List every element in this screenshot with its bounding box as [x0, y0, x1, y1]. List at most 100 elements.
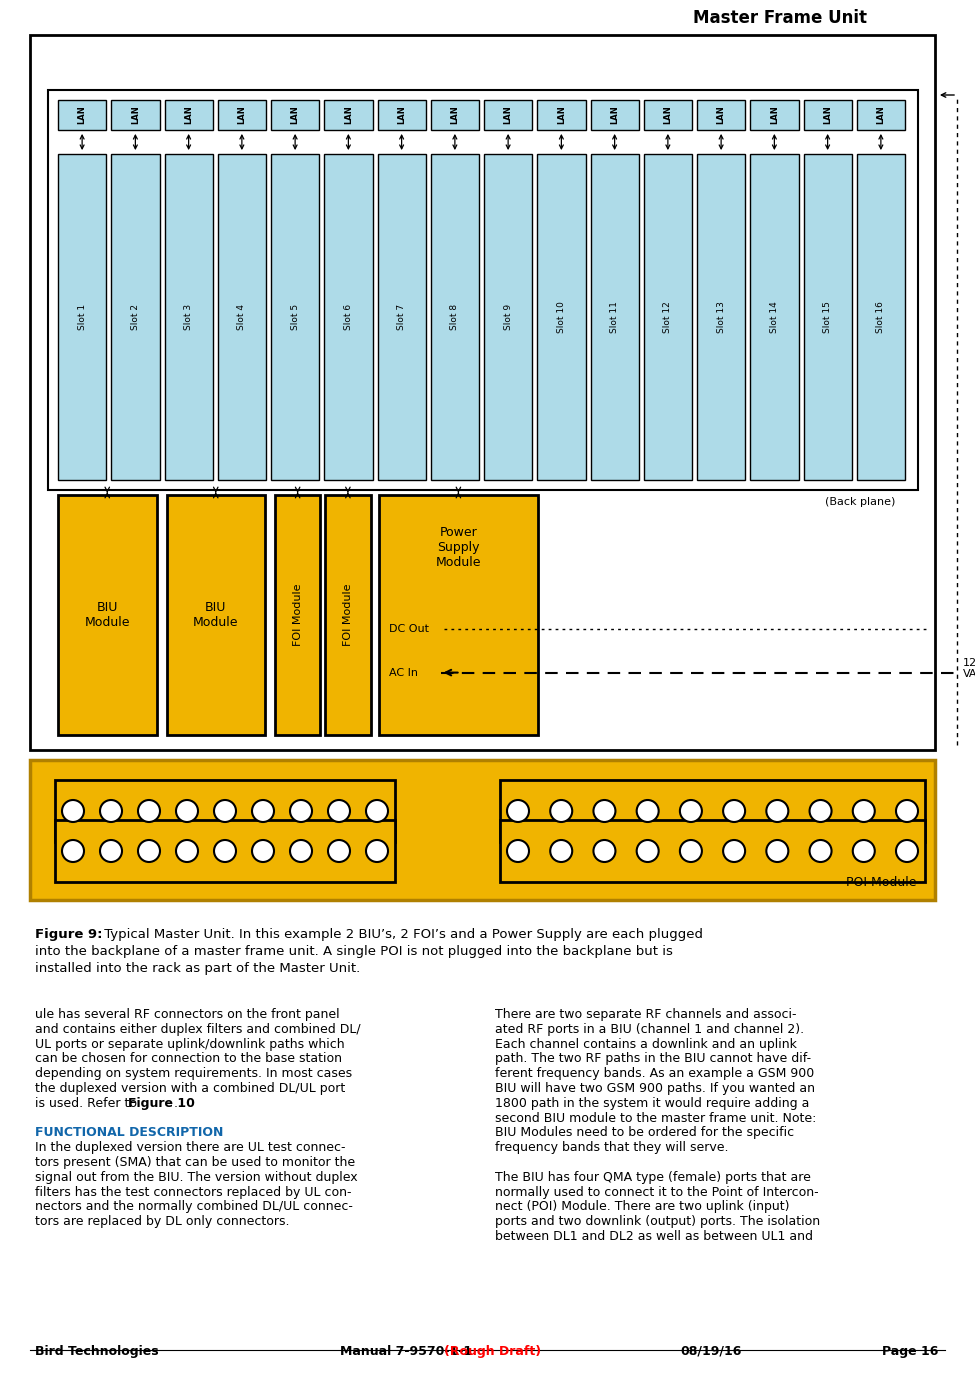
Text: The BIU has four QMA type (female) ports that are: The BIU has four QMA type (female) ports…	[495, 1170, 811, 1184]
Bar	[644, 100, 692, 131]
Text: the duplexed version with a combined DL/UL port: the duplexed version with a combined DL/…	[35, 1081, 345, 1095]
Text: 08/19/16: 08/19/16	[680, 1346, 741, 1358]
Circle shape	[176, 801, 198, 821]
Text: depending on system requirements. In most cases: depending on system requirements. In mos…	[35, 1068, 352, 1080]
Circle shape	[594, 801, 615, 821]
Text: Slot 14: Slot 14	[770, 302, 779, 332]
Text: FOI Module: FOI Module	[343, 584, 353, 646]
Bar	[326, 495, 370, 735]
Bar	[591, 100, 639, 131]
Text: Figure 9:: Figure 9:	[35, 929, 102, 941]
Text: UL ports or separate uplink/downlink paths which: UL ports or separate uplink/downlink pat…	[35, 1037, 344, 1051]
Bar	[484, 154, 532, 480]
Bar	[378, 495, 538, 735]
Circle shape	[637, 840, 659, 862]
Bar	[484, 100, 532, 131]
Text: BIU
Module: BIU Module	[85, 600, 130, 630]
Text: Slot 16: Slot 16	[877, 302, 885, 334]
Bar	[111, 154, 160, 480]
Bar	[325, 100, 372, 131]
Text: AC In: AC In	[388, 667, 417, 677]
Circle shape	[138, 840, 160, 862]
Bar	[591, 154, 639, 480]
Text: Each channel contains a downlink and an uplink: Each channel contains a downlink and an …	[495, 1037, 797, 1051]
Text: Master Frame Unit: Master Frame Unit	[693, 8, 867, 26]
Bar	[857, 154, 905, 480]
Text: Slot 6: Slot 6	[344, 304, 353, 329]
Circle shape	[366, 801, 388, 821]
Circle shape	[290, 840, 312, 862]
Bar	[697, 154, 745, 480]
Bar	[325, 154, 372, 480]
Bar	[165, 100, 213, 131]
Text: Power
Supply
Module: Power Supply Module	[436, 527, 481, 570]
Text: Slot 15: Slot 15	[823, 302, 832, 334]
Text: tors present (SMA) that can be used to monitor the: tors present (SMA) that can be used to m…	[35, 1156, 355, 1169]
Text: Figure 10: Figure 10	[128, 1097, 195, 1109]
Text: Slot 3: Slot 3	[184, 304, 193, 329]
Text: LAN: LAN	[557, 106, 565, 124]
Text: (Rough Draft): (Rough Draft)	[444, 1346, 541, 1358]
Text: (Back plane): (Back plane)	[825, 498, 895, 507]
Bar	[271, 154, 319, 480]
Text: path. The two RF paths in the BIU cannot have dif-: path. The two RF paths in the BIU cannot…	[495, 1052, 811, 1065]
Circle shape	[766, 840, 789, 862]
Text: LAN: LAN	[770, 106, 779, 124]
Circle shape	[853, 801, 875, 821]
Bar	[58, 495, 157, 735]
Text: LAN: LAN	[184, 106, 193, 124]
Text: Slot 5: Slot 5	[291, 304, 299, 329]
Text: LAN: LAN	[78, 106, 87, 124]
Circle shape	[550, 840, 572, 862]
Circle shape	[680, 801, 702, 821]
Circle shape	[507, 840, 529, 862]
Text: between DL1 and DL2 as well as between UL1 and: between DL1 and DL2 as well as between U…	[495, 1230, 813, 1243]
Bar	[377, 100, 426, 131]
Bar	[537, 100, 586, 131]
Text: FOI Module: FOI Module	[292, 584, 302, 646]
Text: 1800 path in the system it would require adding a: 1800 path in the system it would require…	[495, 1097, 809, 1109]
Text: Slot 13: Slot 13	[717, 302, 725, 334]
Circle shape	[680, 840, 702, 862]
Bar	[803, 154, 852, 480]
Bar	[750, 154, 799, 480]
Text: installed into the rack as part of the Master Unit.: installed into the rack as part of the M…	[35, 962, 360, 974]
Circle shape	[328, 840, 350, 862]
Bar	[431, 154, 479, 480]
Bar	[644, 154, 692, 480]
Circle shape	[896, 801, 918, 821]
Text: FUNCTIONAL DESCRIPTION: FUNCTIONAL DESCRIPTION	[35, 1126, 223, 1140]
Circle shape	[252, 840, 274, 862]
Bar	[58, 154, 106, 480]
Text: Slot 4: Slot 4	[237, 304, 247, 329]
Bar	[377, 154, 426, 480]
Text: LAN: LAN	[237, 106, 247, 124]
Circle shape	[62, 801, 84, 821]
Text: nect (POI) Module. There are two uplink (input): nect (POI) Module. There are two uplink …	[495, 1201, 790, 1213]
Circle shape	[100, 801, 122, 821]
Text: signal out from the BIU. The version without duplex: signal out from the BIU. The version wit…	[35, 1170, 358, 1184]
Bar	[803, 100, 852, 131]
Text: can be chosen for connection to the base station: can be chosen for connection to the base…	[35, 1052, 342, 1065]
Circle shape	[896, 840, 918, 862]
Text: ated RF ports in a BIU (channel 1 and channel 2).: ated RF ports in a BIU (channel 1 and ch…	[495, 1023, 804, 1036]
Bar	[30, 760, 935, 899]
Circle shape	[723, 801, 745, 821]
Text: ferent frequency bands. As an example a GSM 900: ferent frequency bands. As an example a …	[495, 1068, 814, 1080]
Circle shape	[550, 801, 572, 821]
Text: Slot 1: Slot 1	[78, 304, 87, 329]
Text: Typical Master Unit. In this example 2 BIU’s, 2 FOI’s and a Power Supply are eac: Typical Master Unit. In this example 2 B…	[100, 929, 703, 941]
Text: into the backplane of a master frame unit. A single POI is not plugged into the : into the backplane of a master frame uni…	[35, 945, 673, 958]
Text: filters has the test connectors replaced by UL con-: filters has the test connectors replaced…	[35, 1186, 352, 1198]
Text: LAN: LAN	[344, 106, 353, 124]
Text: BIU Modules need to be ordered for the specific: BIU Modules need to be ordered for the s…	[495, 1126, 794, 1140]
Text: 120
VAC: 120 VAC	[963, 657, 975, 680]
Bar	[30, 35, 935, 751]
Text: LAN: LAN	[717, 106, 725, 124]
Text: Page 16: Page 16	[881, 1346, 938, 1358]
Circle shape	[252, 801, 274, 821]
Circle shape	[507, 801, 529, 821]
Bar	[48, 90, 918, 491]
Circle shape	[723, 840, 745, 862]
Text: LAN: LAN	[291, 106, 299, 124]
